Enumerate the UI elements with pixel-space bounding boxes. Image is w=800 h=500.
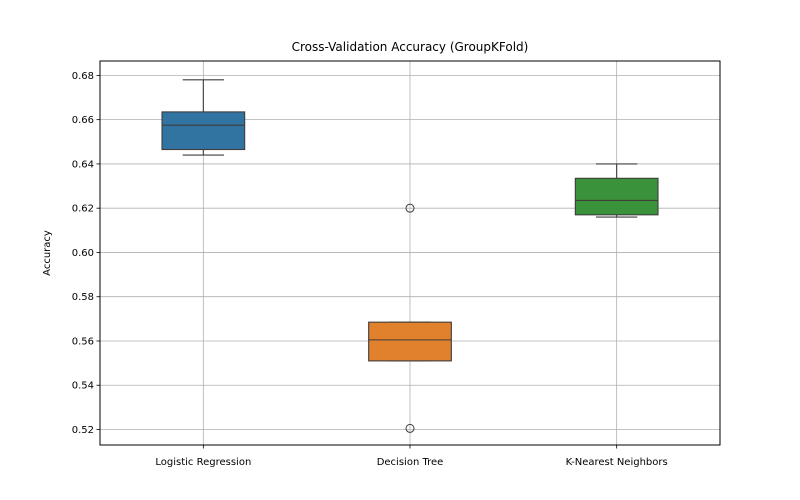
outlier-point bbox=[405, 203, 415, 213]
box-logistic-regression bbox=[161, 79, 246, 156]
box-layer bbox=[161, 79, 659, 433]
grid-lines bbox=[100, 61, 720, 445]
y-tick-label: 0.58 bbox=[72, 292, 94, 303]
y-tick-label: 0.62 bbox=[72, 204, 94, 215]
y-tick-label: 0.66 bbox=[72, 115, 94, 126]
y-tick-label: 0.64 bbox=[72, 159, 94, 170]
y-tick-label: 0.60 bbox=[72, 248, 94, 259]
iqr-box bbox=[368, 321, 452, 362]
x-category-label: K-Nearest Neighbors bbox=[566, 457, 668, 468]
x-category-label: Decision Tree bbox=[377, 457, 444, 468]
x-category-label: Logistic Regression bbox=[155, 457, 251, 468]
box-k-nearest-neighbors bbox=[574, 163, 659, 218]
axis-layer: 0.52 0.54 0.56 0.58 0.60 0.62 0.64 0.66 0.68 Logi… bbox=[72, 71, 668, 468]
y-tick-label: 0.54 bbox=[72, 381, 94, 392]
box-decision-tree bbox=[368, 203, 452, 433]
outlier-point bbox=[405, 423, 415, 433]
y-tick-label: 0.52 bbox=[72, 425, 94, 436]
iqr-box bbox=[161, 111, 246, 151]
chart-title: Cross-Validation Accuracy (GroupKFold) bbox=[292, 40, 529, 54]
iqr-box bbox=[574, 177, 659, 216]
y-tick-label: 0.68 bbox=[72, 71, 94, 82]
y-axis-label: Accuracy bbox=[42, 230, 53, 276]
y-tick-label: 0.56 bbox=[72, 336, 94, 347]
